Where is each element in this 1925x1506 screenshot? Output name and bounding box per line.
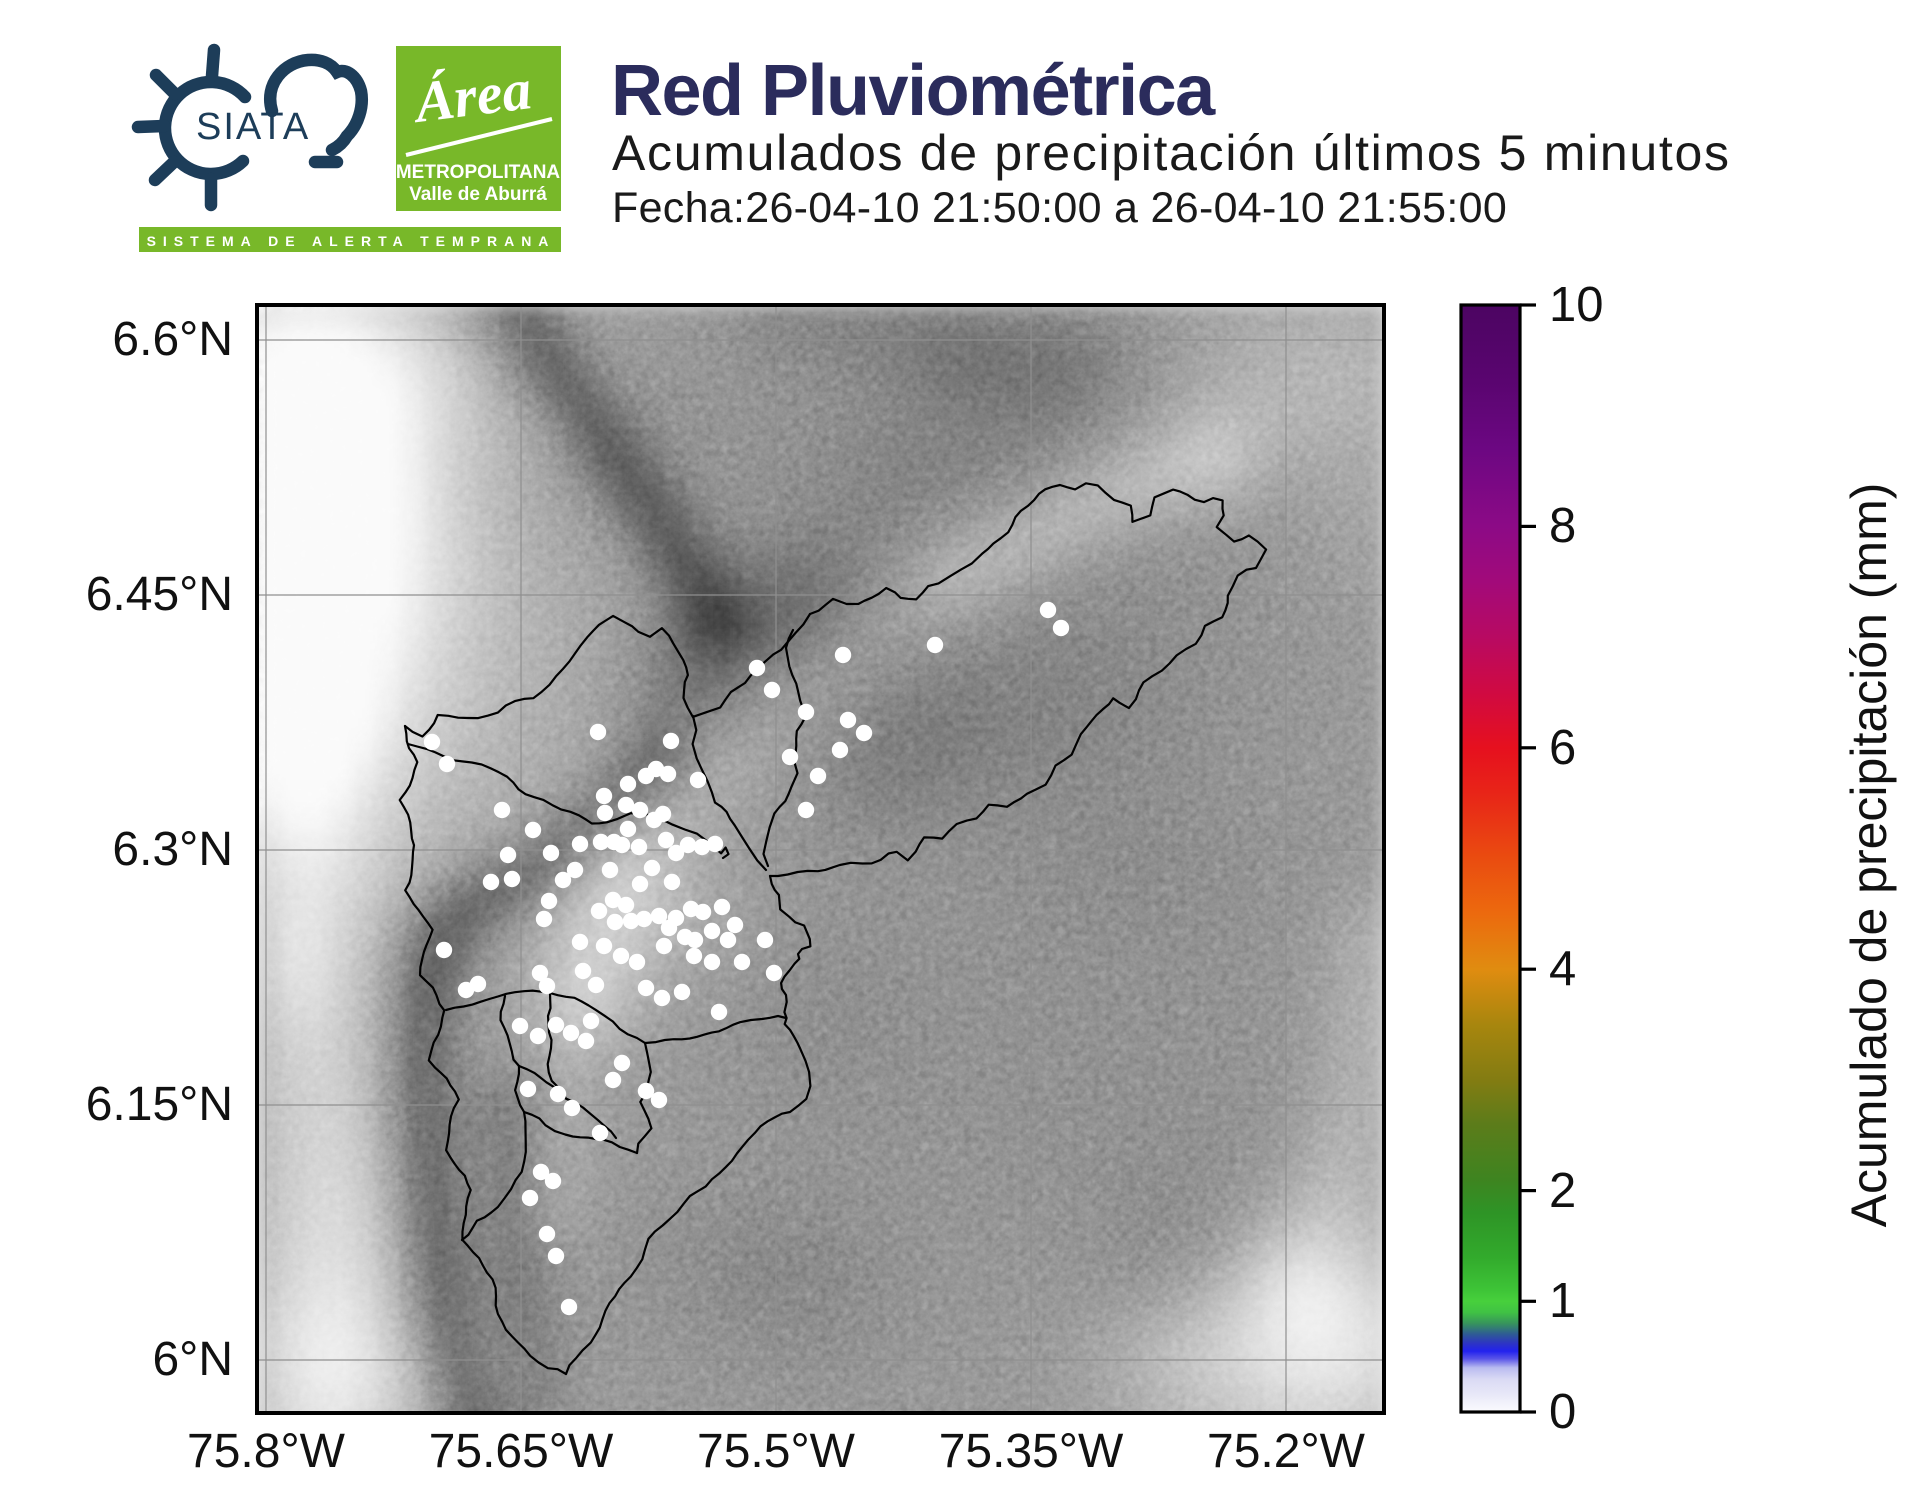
- svg-text:METROPOLITANA: METROPOLITANA: [396, 162, 561, 183]
- svg-text:SISTEMA DE ALERTA TEMPRANA: SISTEMA DE ALERTA TEMPRANA: [147, 233, 556, 249]
- svg-text:Área: Área: [409, 56, 535, 135]
- svg-text:Valle de Aburrá: Valle de Aburrá: [409, 184, 547, 205]
- svg-text:SIATA: SIATA: [196, 106, 310, 148]
